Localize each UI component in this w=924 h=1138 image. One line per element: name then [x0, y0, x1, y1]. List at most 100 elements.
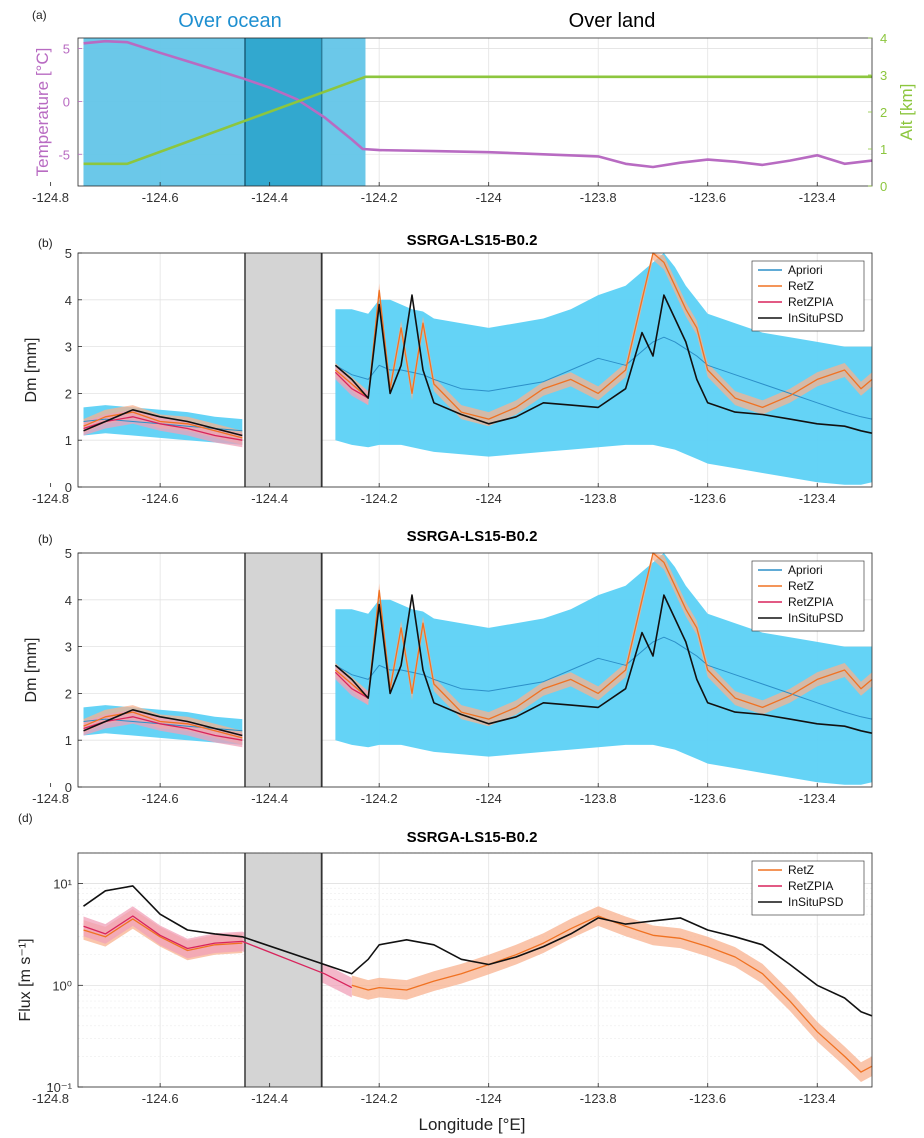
- panel-a-right-ytick-label: 3: [880, 68, 887, 83]
- legend-entry-retz: RetZ: [788, 863, 814, 877]
- panel-a-right-ytick-label: 2: [880, 105, 887, 120]
- panel-a-right-ytick-label: 4: [880, 31, 887, 46]
- panel-a-xtick-label: -124.4: [251, 190, 288, 205]
- pb1-xtick-label: -123.4: [799, 491, 836, 506]
- panel-a-label: (a): [32, 8, 47, 22]
- series-retz-line: [334, 552, 873, 720]
- legend-entry-retzpia: RetZPIA: [788, 595, 833, 609]
- panel-b2-plot: -124.8 -124.6 -124.4 -124.2 -124 -123.8 -123.6…: [32, 546, 873, 806]
- pd-legend: RetZ RetZPIA InSituPSD: [751, 860, 865, 916]
- pb2-ytick-label: 3: [65, 640, 72, 655]
- legend-entry-retz: RetZ: [788, 279, 814, 293]
- pd-xtick-label: -124: [476, 1091, 502, 1106]
- series-retz-band: [335, 553, 872, 727]
- panel-b2-ylabel: Dm [mm]: [23, 638, 40, 703]
- panel-a-ytick-label: -5: [58, 147, 70, 162]
- pb2-legend-box: [751, 560, 865, 632]
- pb1-gap-region: [245, 253, 322, 487]
- region-label-ocean: Over ocean: [178, 10, 281, 32]
- series-insitupsd-line: [83, 408, 243, 437]
- legend-entry-apriori: Apriori: [788, 563, 823, 577]
- panel-a-ylabel: Temperature [°C]: [33, 48, 52, 177]
- pd-xtick-label: -124.6: [142, 1091, 179, 1106]
- legend-entry-insitupsd: InSituPSD: [788, 311, 844, 325]
- pb2-xtick-label: -123.8: [580, 791, 617, 806]
- pb2-xtick-label: -124.4: [251, 791, 288, 806]
- legend-entry-retzpia: RetZPIA: [788, 879, 833, 893]
- panel-a-xtick-label: -124: [476, 190, 502, 205]
- pd-ytick-label: 10¹: [53, 877, 72, 892]
- panel-a-series: [83, 39, 873, 169]
- series-retz-line: [83, 711, 243, 739]
- pd-xtick-label: -123.8: [580, 1091, 617, 1106]
- series-temperature-line: [83, 39, 873, 169]
- panel-a-xtick-label: -123.8: [580, 190, 617, 205]
- pb2-xtick-label: -124.6: [142, 791, 179, 806]
- pb2-ytick-label: 5: [65, 546, 72, 561]
- series-retzpia-band: [83, 709, 243, 748]
- panel-d-ylabel: Flux [m s⁻¹]: [17, 938, 34, 1021]
- pd-xtick-label: -124.4: [251, 1091, 288, 1106]
- pb2-xtick-label: -124: [476, 791, 502, 806]
- series-retzpia-band: [83, 409, 243, 448]
- series-apriori-band: [335, 553, 872, 785]
- pb2-ytick-label: 0: [65, 780, 72, 795]
- panel-a-xtick-label: -123.4: [799, 190, 836, 205]
- pb1-legend-box: [751, 260, 865, 332]
- panel-a-ytick-label: 5: [63, 42, 70, 57]
- legend-entry-retzpia: RetZPIA: [788, 295, 833, 309]
- pb1-ytick-label: 4: [65, 293, 72, 308]
- panel-b1-ylabel: Dm [mm]: [23, 338, 40, 403]
- pb1-xtick-label: -124.2: [361, 491, 398, 506]
- panel-b1-plot: -124.8 -124.6 -124.4 -124.2 -124 -123.8 -123.6…: [32, 246, 873, 506]
- pb2-ytick-label: 2: [65, 686, 72, 701]
- panel-a-right-ytick-label: 0: [880, 179, 887, 194]
- pd-xtick-label: -124.2: [361, 1091, 398, 1106]
- legend-entry-insitupsd: InSituPSD: [788, 611, 844, 625]
- pb2-legend: Apriori RetZ RetZPIA InSituPSD: [751, 560, 865, 632]
- panel-a-xtick-labels: -124.8 -124.6 -124.4 -124.2 -124 -123.8 -123.6…: [32, 182, 836, 205]
- series-retz-band: [335, 253, 872, 427]
- region-label-land: Over land: [569, 10, 656, 32]
- pd-xtick-label: -123.6: [689, 1091, 726, 1106]
- panel-a-xtick-label: -124.8: [32, 190, 69, 205]
- pb2-ytick-label: 4: [65, 593, 72, 608]
- panel-b1-title: SSRGA-LS15-B0.2: [407, 232, 538, 249]
- series-retzpia-line: [334, 671, 369, 699]
- panel-a-ytick-label: 0: [63, 94, 70, 109]
- panel-a-right-ytick-labels: 0 1 2 3 4: [868, 31, 887, 194]
- legend-entry-retz: RetZ: [788, 579, 814, 593]
- series-retzpia-band: [335, 665, 369, 706]
- panel-d-plot: -124.8 -124.6 -124.4 -124.2 -124 -123.8 -123.6…: [32, 852, 873, 1106]
- figure-xlabel: Longitude [°E]: [419, 1115, 526, 1134]
- panel-a-xtick-label: -124.6: [142, 190, 179, 205]
- pd-xtick-label: -123.4: [799, 1091, 836, 1106]
- series-retz-line: [334, 252, 873, 420]
- panel-d-title: SSRGA-LS15-B0.2: [407, 829, 538, 846]
- pb1-ytick-label: 1: [65, 433, 72, 448]
- panel-d-label: (d): [18, 811, 33, 825]
- series-retzpia-line: [83, 915, 353, 989]
- pb1-legend: Apriori RetZ RetZPIA InSituPSD: [751, 260, 865, 332]
- panel-b1: (b) SSRGA-LS15-B0.2 -124.8 -124.6 -124.4 -1…: [23, 232, 873, 506]
- pb1-ytick-label: 2: [65, 386, 72, 401]
- series-retzpia-band: [335, 365, 369, 406]
- pb2-xtick-label: -123.4: [799, 791, 836, 806]
- pb1-xtick-label: -124.4: [251, 491, 288, 506]
- pb1-ytick-label: 0: [65, 480, 72, 495]
- pb2-gap-region: [245, 553, 322, 787]
- series-insitupsd-line: [83, 885, 873, 1017]
- pb2-xtick-label: -124.2: [361, 791, 398, 806]
- pb1-xtick-label: -124.8: [32, 491, 69, 506]
- panel-a-xtick-label: -123.6: [689, 190, 726, 205]
- legend-entry-apriori: Apriori: [788, 263, 823, 277]
- pb1-xtick-label: -123.6: [689, 491, 726, 506]
- panel-a-right-ytick-label: 1: [880, 142, 887, 157]
- pd-ytick-label: 10⁻¹: [46, 1080, 72, 1095]
- series-retz-line: [83, 918, 243, 952]
- pd-ytick-label: 10⁰: [52, 978, 72, 993]
- pb2-ytick-label: 1: [65, 733, 72, 748]
- pb1-xtick-label: -124.6: [142, 491, 179, 506]
- panel-b1-label: (b): [38, 236, 53, 250]
